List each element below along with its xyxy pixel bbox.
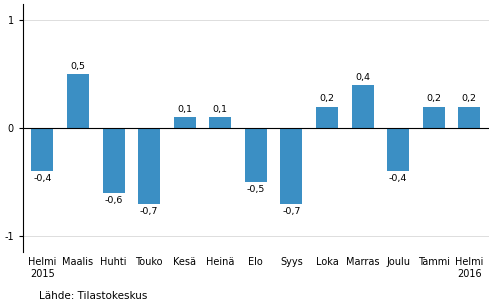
Text: -0,7: -0,7	[140, 207, 158, 216]
Text: Lähde: Tilastokeskus: Lähde: Tilastokeskus	[39, 291, 148, 301]
Text: 0,4: 0,4	[355, 73, 370, 82]
Text: 0,2: 0,2	[462, 94, 477, 103]
Bar	[32, 128, 53, 171]
Bar	[281, 128, 302, 204]
Text: -0,4: -0,4	[389, 174, 407, 184]
Bar	[245, 128, 267, 182]
Bar	[316, 107, 338, 128]
Bar	[174, 117, 196, 128]
Bar	[387, 128, 409, 171]
Bar	[209, 117, 231, 128]
Text: 0,1: 0,1	[213, 105, 228, 114]
Text: -0,5: -0,5	[246, 185, 265, 194]
Text: 0,2: 0,2	[426, 94, 441, 103]
Text: 0,2: 0,2	[319, 94, 334, 103]
Bar	[352, 85, 374, 128]
Text: -0,6: -0,6	[105, 196, 123, 205]
Bar	[67, 74, 89, 128]
Bar	[423, 107, 445, 128]
Text: 0,5: 0,5	[70, 62, 85, 71]
Text: 0,1: 0,1	[177, 105, 192, 114]
Text: -0,4: -0,4	[33, 174, 52, 184]
Bar	[138, 128, 160, 204]
Bar	[103, 128, 125, 193]
Text: -0,7: -0,7	[282, 207, 301, 216]
Bar	[458, 107, 480, 128]
